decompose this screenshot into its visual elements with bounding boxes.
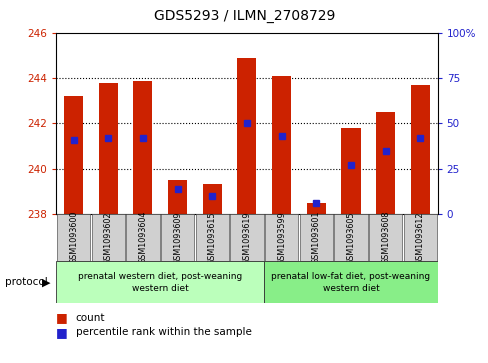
Text: count: count	[76, 313, 105, 323]
Bar	[168, 180, 187, 214]
Bar	[334, 214, 367, 261]
Text: GDS5293 / ILMN_2708729: GDS5293 / ILMN_2708729	[154, 9, 334, 23]
Text: GSM1093602: GSM1093602	[103, 211, 113, 265]
Bar	[368, 214, 402, 261]
Text: GSM1093605: GSM1093605	[346, 211, 355, 265]
Text: ■: ■	[56, 311, 68, 324]
Text: percentile rank within the sample: percentile rank within the sample	[76, 327, 251, 337]
Text: GSM1093601: GSM1093601	[311, 211, 320, 265]
Bar	[91, 214, 124, 261]
Bar	[195, 214, 228, 261]
Text: protocol: protocol	[5, 277, 47, 287]
Text: GSM1093608: GSM1093608	[380, 211, 389, 265]
Bar	[161, 214, 194, 261]
Bar	[99, 82, 118, 214]
Bar	[341, 128, 360, 214]
Text: GSM1093599: GSM1093599	[277, 211, 285, 265]
Bar	[126, 214, 159, 261]
Bar	[410, 85, 429, 214]
Text: prenatal low-fat diet, post-weaning
western diet: prenatal low-fat diet, post-weaning west…	[271, 272, 429, 293]
Bar	[64, 96, 83, 214]
Bar	[299, 214, 332, 261]
Text: prenatal western diet, post-weaning
western diet: prenatal western diet, post-weaning west…	[78, 272, 242, 293]
Bar	[403, 214, 436, 261]
Text: ■: ■	[56, 326, 68, 339]
Bar	[306, 203, 325, 214]
Bar	[57, 214, 90, 261]
Bar	[271, 76, 290, 214]
Bar	[133, 81, 152, 214]
Bar	[375, 112, 394, 214]
Text: GSM1093600: GSM1093600	[69, 211, 78, 265]
Bar	[230, 214, 263, 261]
Bar	[203, 184, 222, 214]
Bar	[264, 261, 437, 303]
Bar	[264, 214, 298, 261]
Text: GSM1093612: GSM1093612	[415, 211, 424, 265]
Text: ▶: ▶	[41, 277, 50, 287]
Text: GSM1093615: GSM1093615	[207, 211, 216, 265]
Bar	[56, 261, 264, 303]
Text: GSM1093604: GSM1093604	[138, 211, 147, 265]
Bar	[237, 58, 256, 214]
Text: GSM1093609: GSM1093609	[173, 211, 182, 265]
Text: GSM1093619: GSM1093619	[242, 211, 251, 265]
